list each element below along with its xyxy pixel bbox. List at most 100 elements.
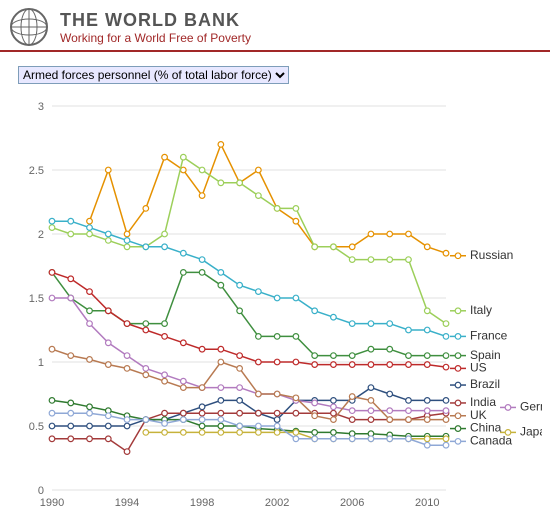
line-chart: 00.511.522.53199019941998200220062010Rus… xyxy=(8,88,542,518)
data-point xyxy=(124,449,130,455)
data-point xyxy=(368,417,374,423)
data-point xyxy=(124,366,130,372)
data-point xyxy=(199,167,205,173)
data-point xyxy=(256,193,262,199)
data-point xyxy=(424,417,430,423)
data-point xyxy=(331,362,337,368)
data-point xyxy=(68,436,74,442)
data-point xyxy=(143,372,149,378)
data-point xyxy=(331,314,337,320)
x-tick: 2010 xyxy=(415,497,439,509)
legend-label: France xyxy=(470,329,508,343)
data-point xyxy=(105,167,111,173)
data-point xyxy=(349,321,355,327)
data-point xyxy=(424,436,430,442)
data-point xyxy=(424,244,430,250)
data-point xyxy=(143,244,149,250)
series-italy xyxy=(49,154,449,326)
data-point xyxy=(406,362,412,368)
data-point xyxy=(274,359,280,365)
x-tick-label: 2006 xyxy=(340,497,364,509)
data-point xyxy=(406,257,412,263)
data-point xyxy=(312,413,318,419)
data-point xyxy=(199,404,205,410)
legend-item-russian: Russian xyxy=(450,248,513,262)
data-point xyxy=(162,378,168,384)
legend-label: US xyxy=(470,361,487,375)
data-point xyxy=(49,346,55,352)
data-point xyxy=(406,231,412,237)
data-point xyxy=(274,206,280,212)
data-point xyxy=(218,430,224,436)
data-point xyxy=(293,359,299,365)
data-point xyxy=(293,430,299,436)
data-point xyxy=(143,417,149,423)
header-tagline: Working for a World Free of Poverty xyxy=(60,31,251,45)
data-point xyxy=(105,340,111,346)
data-point xyxy=(406,408,412,414)
data-point xyxy=(162,334,168,340)
x-tick: 2006 xyxy=(340,497,364,509)
data-point xyxy=(181,410,187,416)
data-point xyxy=(87,321,93,327)
y-tick-label: 2 xyxy=(38,229,44,241)
header-title: THE WORLD BANK xyxy=(60,10,251,31)
data-point xyxy=(237,353,243,359)
series-us xyxy=(49,270,449,370)
data-point xyxy=(368,436,374,442)
x-tick: 2002 xyxy=(265,497,289,509)
data-point xyxy=(293,410,299,416)
data-point xyxy=(368,362,374,368)
data-point xyxy=(218,423,224,429)
y-tick-label: 0 xyxy=(38,485,44,497)
indicator-select[interactable]: Armed forces personnel (% of total labor… xyxy=(18,66,289,84)
legend-label: Canada xyxy=(470,434,512,448)
data-point xyxy=(199,257,205,263)
data-point xyxy=(181,385,187,391)
data-point xyxy=(406,353,412,359)
data-point xyxy=(237,385,243,391)
data-point xyxy=(237,398,243,404)
data-point xyxy=(331,244,337,250)
data-point xyxy=(443,408,449,414)
data-point xyxy=(293,395,299,401)
data-point xyxy=(162,321,168,327)
data-point xyxy=(105,308,111,314)
data-point xyxy=(218,180,224,186)
data-point xyxy=(87,231,93,237)
data-point xyxy=(331,398,337,404)
data-point xyxy=(349,417,355,423)
data-point xyxy=(368,321,374,327)
data-point xyxy=(387,257,393,263)
data-point xyxy=(293,218,299,224)
data-point xyxy=(312,400,318,406)
x-tick: 1994 xyxy=(115,497,139,509)
data-point xyxy=(87,357,93,363)
data-point xyxy=(349,362,355,368)
data-point xyxy=(124,353,130,359)
data-point xyxy=(87,436,93,442)
data-point xyxy=(331,404,337,410)
y-tick-label: 1 xyxy=(38,357,44,369)
data-point xyxy=(68,353,74,359)
data-point xyxy=(443,436,449,442)
data-point xyxy=(349,257,355,263)
data-point xyxy=(349,394,355,400)
data-point xyxy=(87,218,93,224)
data-point xyxy=(162,372,168,378)
data-point xyxy=(49,398,55,404)
data-point xyxy=(199,417,205,423)
data-point xyxy=(387,231,393,237)
data-point xyxy=(256,391,262,397)
x-tick-label: 2010 xyxy=(415,497,439,509)
data-point xyxy=(143,430,149,436)
legend-label: Germany xyxy=(520,400,542,414)
x-tick: 1998 xyxy=(190,497,214,509)
data-point xyxy=(87,225,93,231)
legend-item-italy: Italy xyxy=(450,303,492,317)
data-point xyxy=(105,423,111,429)
data-point xyxy=(424,308,430,314)
data-point xyxy=(87,289,93,295)
data-point xyxy=(49,295,55,301)
data-point xyxy=(87,404,93,410)
